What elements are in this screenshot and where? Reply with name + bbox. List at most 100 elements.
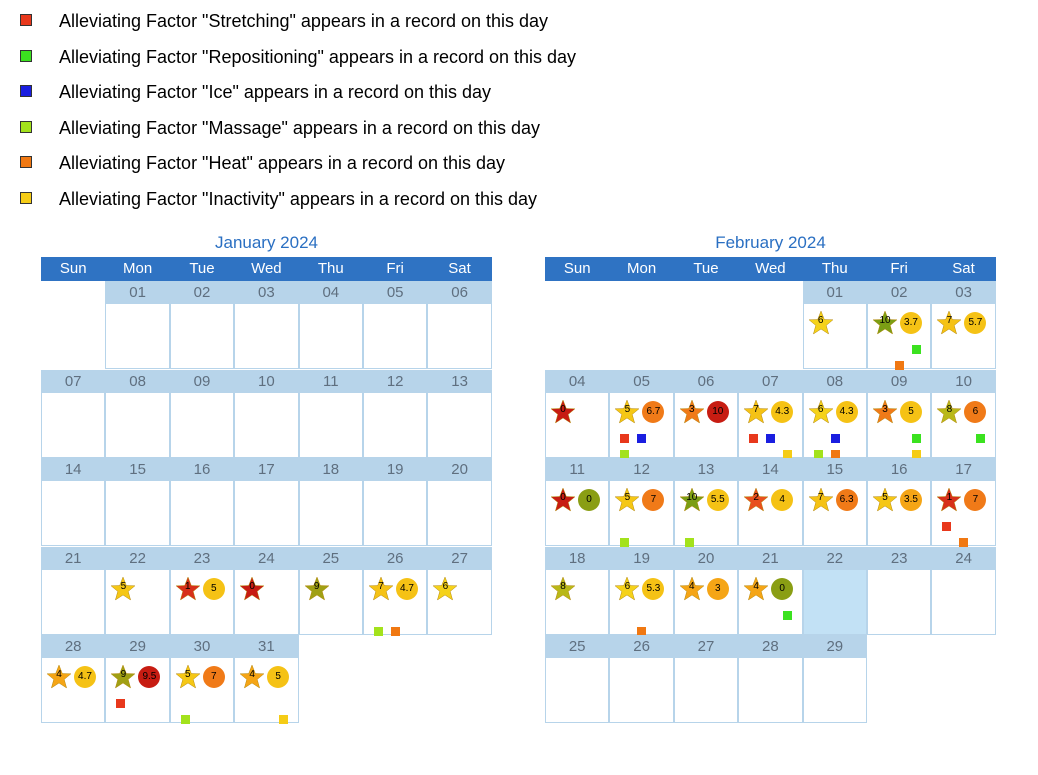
day-cell[interactable]: 10 — [234, 369, 299, 458]
day-cell[interactable]: 06 — [427, 281, 492, 369]
pain-star-icon: 2 — [743, 487, 769, 513]
day-number: 14 — [41, 458, 106, 481]
average-circle: 7 — [642, 489, 665, 511]
day-cell[interactable]: 07 — [41, 369, 106, 458]
day-cell[interactable]: 21 — [41, 546, 106, 635]
day-cell[interactable]: 11 — [298, 369, 363, 458]
day-cell[interactable]: 04 0 — [545, 369, 610, 458]
day-cell[interactable]: 03 7 5.7 — [931, 281, 996, 369]
day-number: 12 — [363, 369, 428, 393]
day-cell[interactable]: 13 — [427, 369, 492, 458]
weekday-sat: Sat — [952, 260, 975, 277]
day-cell[interactable]: 29 — [802, 635, 867, 723]
day-cell[interactable]: 15 7 6.3 — [802, 458, 867, 546]
day-cell[interactable]: 12 — [363, 369, 428, 458]
day-cell[interactable]: 16 — [169, 458, 235, 546]
star-value: 4 — [753, 580, 759, 592]
day-body: 0 — [234, 569, 299, 635]
inactivity-swatch — [20, 191, 32, 204]
day-cell[interactable]: 11 0 0 — [545, 458, 610, 546]
day-cell[interactable]: 25 9 — [298, 546, 363, 635]
day-cell[interactable]: 30 5 7 — [169, 635, 235, 724]
day-cell[interactable]: 21 4 0 — [738, 546, 803, 635]
weekday-wed: Wed — [755, 260, 786, 277]
day-cell[interactable]: 22 5 — [105, 546, 170, 635]
day-cell[interactable]: 20 4 3 — [673, 546, 739, 635]
day-number: 07 — [738, 369, 803, 393]
day-number: 02 — [169, 281, 235, 304]
day-cell[interactable]: 15 — [105, 458, 170, 546]
day-cell[interactable]: 05 — [363, 281, 428, 369]
day-cell[interactable]: 02 — [169, 281, 235, 369]
day-cell[interactable]: 18 8 — [545, 546, 610, 635]
pain-star-icon: 8 — [550, 575, 576, 602]
star-value: 3 — [689, 403, 695, 415]
day-body — [105, 481, 170, 546]
day-cell[interactable]: 28 — [738, 635, 803, 723]
day-cell[interactable]: 09 3 5 — [867, 369, 932, 459]
day-cell[interactable]: 14 — [41, 458, 106, 546]
day-cell[interactable]: 27 — [673, 635, 739, 723]
day-cell[interactable]: 08 — [105, 369, 170, 458]
day-cell[interactable]: 24 — [931, 546, 996, 635]
day-cell[interactable]: 04 — [298, 281, 363, 369]
day-cell[interactable]: 24 0 — [234, 546, 299, 635]
massage-marker — [374, 626, 383, 636]
day-cell[interactable]: 09 — [169, 369, 235, 458]
day-cell[interactable]: 12 5 7 — [609, 458, 674, 547]
ice-marker — [766, 433, 776, 443]
massage-marker — [684, 538, 694, 547]
star-value: 5 — [185, 669, 191, 680]
pain-star-icon: 4 — [743, 575, 769, 602]
day-cell[interactable]: 16 5 3.5 — [867, 458, 932, 546]
pain-star-icon: 5 — [614, 487, 641, 513]
day-cell[interactable]: 10 8 6 — [931, 369, 996, 458]
day-cell[interactable]: 31 4 5 — [234, 635, 299, 724]
average-circle: 4 — [771, 489, 794, 511]
day-number: 31 — [234, 635, 299, 658]
day-cell[interactable]: 06 3 10 — [673, 369, 739, 458]
weekday-sun: Sun — [563, 260, 591, 277]
day-cell[interactable]: 05 5 6.7 — [609, 369, 674, 459]
day-number: 13 — [673, 458, 739, 481]
inactivity-marker — [279, 715, 289, 724]
day-cell[interactable]: 23 — [867, 546, 932, 635]
day-cell[interactable]: 03 — [234, 281, 299, 369]
day-cell[interactable]: 23 1 5 — [169, 546, 235, 635]
day-cell[interactable]: 18 — [298, 458, 363, 546]
pain-star-icon: 10 — [679, 487, 705, 513]
day-number: 11 — [298, 369, 363, 393]
day-cell[interactable]: 17 1 7 — [931, 458, 996, 547]
star-value: 6 — [624, 580, 631, 592]
day-cell[interactable]: 19 — [363, 458, 428, 546]
day-cell[interactable]: 08 6 4.3 — [802, 369, 867, 459]
day-number: 29 — [105, 635, 170, 658]
day-cell[interactable]: 28 4 4.7 — [41, 635, 106, 723]
day-cell[interactable]: 13 10 5.5 — [673, 458, 739, 547]
day-cell[interactable]: 07 7 4.3 — [738, 369, 803, 459]
day-number: 27 — [673, 635, 739, 658]
day-body: 3 10 — [673, 392, 739, 458]
star-value: 0 — [249, 580, 255, 592]
day-cell[interactable]: 20 — [427, 458, 492, 546]
day-body — [298, 392, 363, 458]
pain-star-icon: 9 — [303, 575, 330, 602]
day-cell[interactable]: 19 6 5.3 — [609, 546, 674, 636]
day-cell[interactable]: 22 — [802, 546, 867, 635]
day-cell[interactable]: 26 — [609, 635, 674, 723]
weekday-wed: Wed — [251, 260, 282, 277]
day-cell[interactable]: 27 6 — [427, 546, 492, 635]
day-number: 29 — [802, 635, 867, 658]
weekday-thu: Thu — [317, 260, 344, 277]
day-cell[interactable]: 02 10 3.7 — [867, 281, 932, 370]
day-cell[interactable]: 01 — [105, 281, 170, 369]
day-cell[interactable]: 14 2 4 — [738, 458, 803, 546]
day-cell[interactable]: 01 6 — [802, 281, 867, 369]
day-cell[interactable]: 29 9 9.5 — [105, 635, 170, 723]
day-body — [105, 392, 170, 458]
day-cell[interactable]: 17 — [234, 458, 299, 546]
day-cell[interactable]: 26 7 4.7 — [363, 546, 428, 636]
day-cell[interactable]: 25 — [545, 635, 610, 723]
day-number: 18 — [545, 546, 610, 570]
